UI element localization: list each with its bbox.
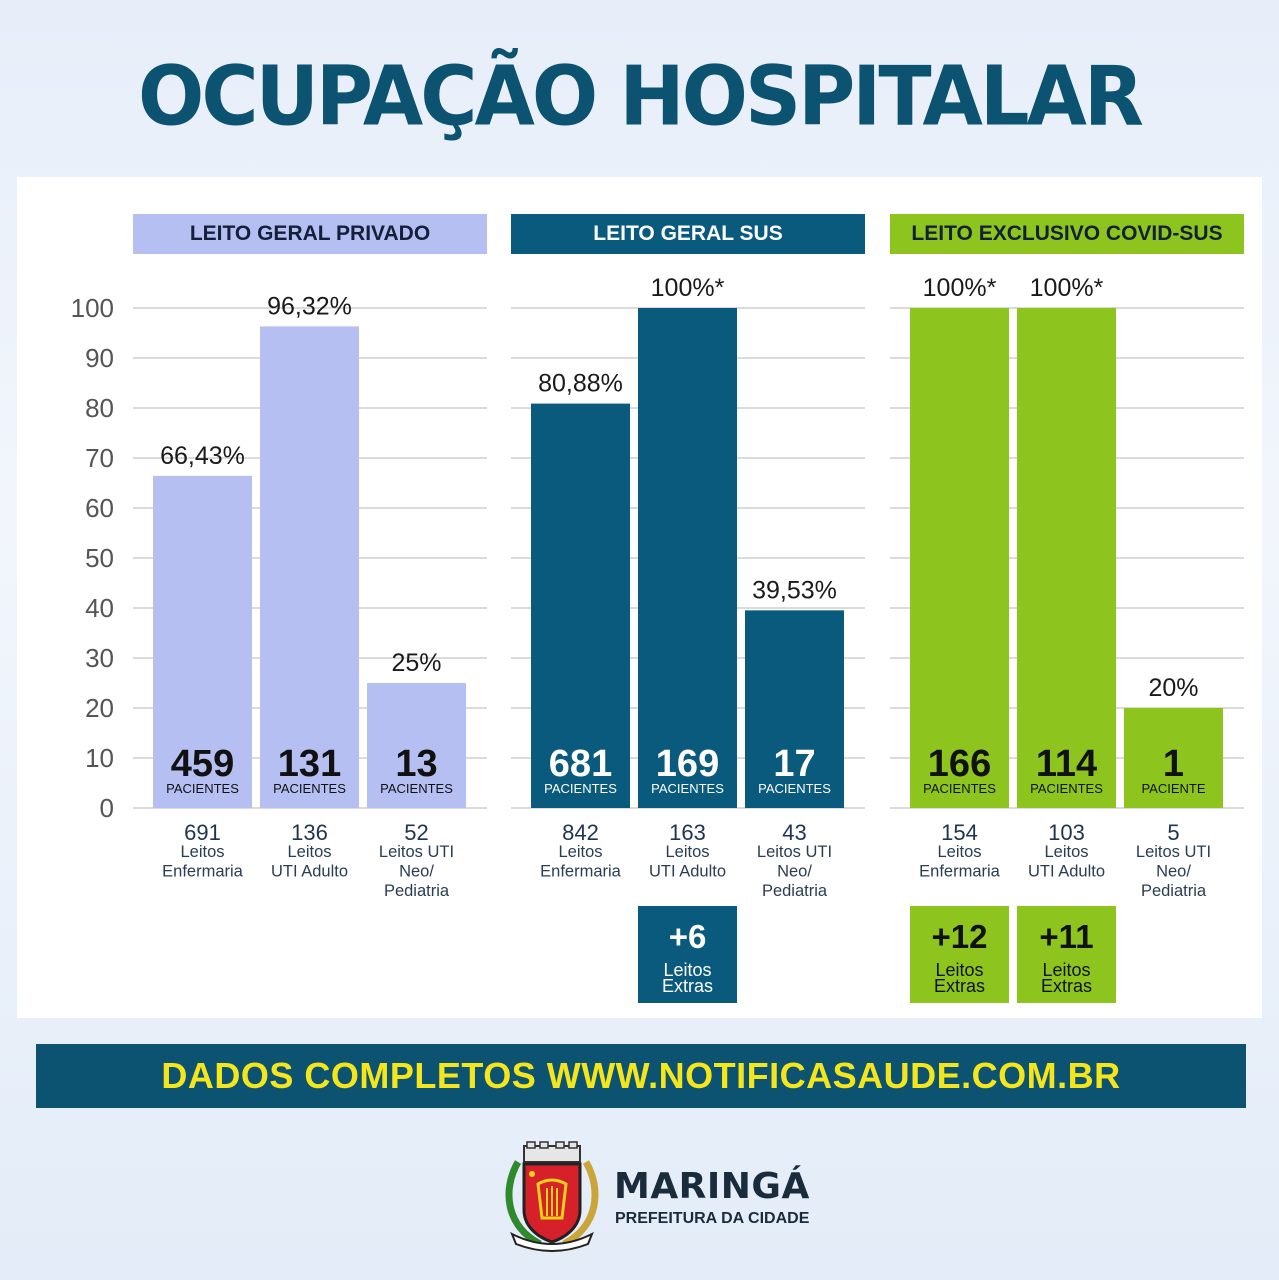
- y-tick-label: 30: [85, 643, 114, 673]
- bed-type-label: Pediatria: [384, 882, 450, 900]
- bar-value-label: 100%*: [651, 274, 725, 302]
- beds-count: 52: [404, 820, 428, 845]
- y-tick-label: 40: [85, 593, 114, 623]
- bar: [910, 308, 1009, 808]
- bed-type-label: Pediatria: [762, 882, 828, 900]
- bed-type-label: Leitos UTI: [757, 843, 832, 861]
- patients-count: 131: [278, 743, 341, 785]
- extra-beds-box: [638, 906, 737, 1003]
- bed-type-label: Leitos: [1044, 843, 1088, 861]
- beds-count: 136: [291, 820, 328, 845]
- patients-label: PACIENTES: [651, 781, 724, 796]
- bed-type-label: Leitos: [287, 843, 331, 861]
- bar-value-label: 96,32%: [267, 292, 352, 320]
- page-title: OCUPAÇÃO HOSPITALAR: [138, 49, 1144, 145]
- bar: [260, 326, 359, 808]
- y-tick-label: 10: [85, 743, 114, 773]
- patients-label: PACIENTES: [380, 781, 453, 796]
- bed-type-label: Leitos UTI: [1136, 843, 1211, 861]
- patients-label: PACIENTES: [166, 781, 239, 796]
- bed-type-label: Enfermaria: [919, 863, 1001, 881]
- extra-beds-count: +11: [1039, 918, 1093, 955]
- bed-type-label: Leitos UTI: [379, 843, 454, 861]
- patients-count: 169: [656, 743, 719, 785]
- bed-type-label: Leitos: [665, 843, 709, 861]
- bar: [1017, 308, 1116, 808]
- bed-type-label: Neo/: [399, 863, 434, 881]
- patients-label: PACIENTES: [273, 781, 346, 796]
- beds-count: 691: [184, 820, 221, 845]
- city-subtitle: PREFEITURA DA CIDADE: [615, 1210, 810, 1227]
- bed-type-label: Leitos: [180, 843, 224, 861]
- patients-count: 1: [1163, 743, 1184, 785]
- patients-label: PACIENTES: [544, 781, 617, 796]
- occupancy-bar-chart: 010203040506070809010066,43%459PACIENTES…: [71, 274, 1244, 1003]
- group-banner-privado: LEITO GERAL PRIVADO: [133, 214, 487, 254]
- patients-label: PACIENTES: [758, 781, 831, 796]
- beds-count: 103: [1048, 820, 1085, 845]
- beds-count: 842: [562, 820, 599, 845]
- beds-count: 5: [1167, 820, 1179, 845]
- extra-beds-count: +12: [932, 918, 988, 955]
- patients-count: 114: [1036, 743, 1097, 785]
- bar: [745, 610, 844, 808]
- y-tick-label: 0: [100, 793, 114, 823]
- bar: [1124, 708, 1223, 808]
- beds-count: 43: [782, 820, 806, 845]
- patients-label: PACIENTES: [923, 781, 996, 796]
- bar-value-label: 20%: [1148, 674, 1198, 702]
- y-tick-label: 20: [85, 693, 114, 723]
- bed-type-label: UTI Adulto: [271, 863, 348, 881]
- extra-beds-count: +6: [669, 918, 707, 955]
- y-tick-label: 60: [85, 493, 114, 523]
- extra-beds-label: Extras: [1041, 976, 1092, 996]
- extra-beds-box: [1017, 906, 1116, 1003]
- bed-type-label: UTI Adulto: [649, 863, 726, 881]
- patients-count: 13: [395, 743, 437, 785]
- extra-beds-label: Leitos: [663, 960, 711, 980]
- maringa-coat-of-arms-icon: [505, 1141, 599, 1252]
- bar-value-label: 66,43%: [160, 442, 245, 470]
- bed-type-label: UTI Adulto: [1028, 863, 1105, 881]
- bar: [367, 683, 466, 808]
- bed-type-label: Enfermaria: [540, 863, 622, 881]
- extra-beds-box: [910, 906, 1009, 1003]
- bed-type-label: Pediatria: [1141, 882, 1207, 900]
- bar-value-label: 80,88%: [538, 370, 623, 398]
- patients-label: PACIENTE: [1141, 781, 1205, 796]
- group-banner-covid: LEITO EXCLUSIVO COVID-SUS: [890, 214, 1244, 254]
- bar: [153, 475, 252, 808]
- extra-beds-label: Extras: [662, 976, 713, 996]
- bed-type-label: Neo/: [1156, 863, 1191, 881]
- bar-value-label: 39,53%: [752, 576, 837, 604]
- patients-count: 681: [549, 743, 612, 785]
- city-name: MARINGÁ: [614, 1166, 810, 1207]
- extra-beds-label: Extras: [934, 976, 985, 996]
- bar-value-label: 100%*: [923, 274, 997, 302]
- y-tick-label: 70: [85, 443, 114, 473]
- bar: [638, 308, 737, 808]
- extra-beds-label: Leitos: [935, 960, 983, 980]
- bar-value-label: 25%: [391, 649, 441, 677]
- footer-text: DADOS COMPLETOS WWW.NOTIFICASAUDE.COM.BR: [161, 1055, 1121, 1096]
- footer-bar: DADOS COMPLETOS WWW.NOTIFICASAUDE.COM.BR: [36, 1044, 1246, 1108]
- beds-count: 154: [941, 820, 978, 845]
- group-banner-sus: LEITO GERAL SUS: [511, 214, 865, 254]
- bed-type-label: Neo/: [777, 863, 812, 881]
- bar-value-label: 100%*: [1030, 274, 1104, 302]
- bed-type-label: Leitos: [937, 843, 981, 861]
- extra-beds-label: Leitos: [1042, 960, 1090, 980]
- bed-type-label: Leitos: [558, 843, 602, 861]
- bar: [531, 403, 630, 808]
- y-tick-label: 90: [85, 343, 114, 373]
- patients-count: 17: [773, 743, 815, 785]
- beds-count: 163: [669, 820, 706, 845]
- patients-count: 166: [928, 743, 991, 785]
- patients-count: 459: [171, 743, 234, 785]
- y-tick-label: 50: [85, 543, 114, 573]
- y-tick-label: 80: [85, 393, 114, 423]
- y-tick-label: 100: [71, 293, 114, 323]
- patients-label: PACIENTES: [1030, 781, 1103, 796]
- bed-type-label: Enfermaria: [162, 863, 244, 881]
